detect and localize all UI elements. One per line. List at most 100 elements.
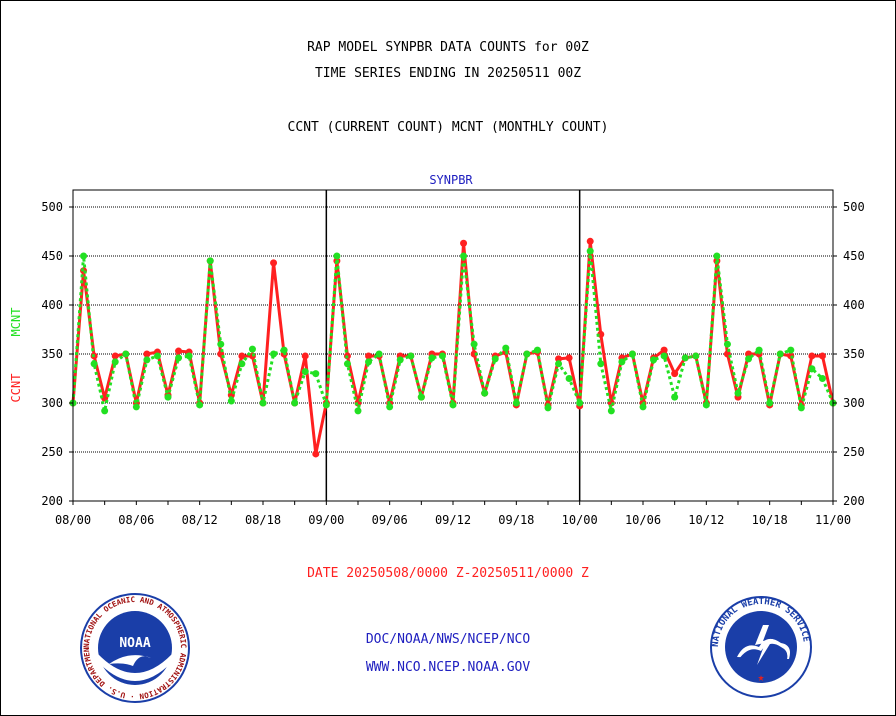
ccnt-point	[270, 259, 278, 267]
x-tick-label: 09/12	[435, 513, 471, 527]
mcnt-point	[196, 401, 204, 409]
mcnt-point	[523, 350, 531, 358]
mcnt-point	[586, 247, 594, 255]
mcnt-point	[375, 350, 383, 358]
y-tick-label-right: 300	[843, 396, 865, 410]
title-line-1: RAP MODEL SYNPBR DATA COUNTS for 00Z	[307, 40, 589, 55]
mcnt-point	[544, 404, 552, 412]
mcnt-point	[787, 346, 795, 354]
mcnt-point	[101, 407, 109, 415]
mcnt-point	[639, 403, 647, 411]
mcnt-point	[481, 389, 489, 397]
mcnt-point	[132, 403, 140, 411]
mcnt-point	[660, 352, 668, 360]
mcnt-point	[354, 407, 362, 415]
nws-logo: NATIONAL WEATHER SERVICE	[710, 596, 812, 698]
mcnt-point	[175, 354, 183, 362]
x-tick-label: 09/18	[498, 513, 534, 527]
ccnt-point	[808, 352, 816, 360]
mcnt-point	[248, 345, 256, 353]
y-tick-label-left: 400	[41, 298, 63, 312]
ccnt-point	[555, 355, 563, 363]
mcnt-point	[797, 404, 805, 412]
org-text: DOC/NOAA/NWS/NCEP/NCO	[365, 632, 531, 647]
x-tick-label: 11/00	[815, 513, 851, 527]
mcnt-point	[702, 401, 710, 409]
mcnt-point	[512, 399, 520, 407]
y-tick-label-left: 300	[41, 396, 63, 410]
ccnt-point	[470, 350, 478, 358]
ccnt-point	[365, 352, 373, 360]
x-tick-label: 09/00	[308, 513, 344, 527]
mcnt-point	[333, 252, 341, 260]
mcnt-point	[470, 340, 478, 348]
seagull-icon	[109, 655, 151, 666]
subtitle: CCNT (CURRENT COUNT) MCNT (MONTHLY COUNT…	[287, 120, 609, 135]
y-tick-label-right: 500	[843, 200, 865, 214]
mcnt-point	[153, 352, 161, 360]
y-tick-label-right: 200	[843, 494, 865, 508]
mcnt-point	[618, 358, 626, 366]
y-axis-label-ccnt: CCNT	[9, 374, 23, 403]
star-icon	[758, 675, 764, 681]
mcnt-point	[650, 356, 658, 364]
ccnt-point	[671, 370, 679, 378]
mcnt-point	[90, 360, 98, 368]
mcnt-point	[143, 356, 151, 364]
x-tick-label: 09/06	[372, 513, 408, 527]
mcnt-point	[671, 393, 679, 401]
mcnt-point	[597, 360, 605, 368]
plot-border	[72, 189, 834, 502]
mcnt-point	[407, 352, 415, 360]
x-tick-label: 10/18	[752, 513, 788, 527]
lightning-icon	[755, 625, 773, 665]
mcnt-point	[270, 350, 278, 358]
mcnt-point	[491, 355, 499, 363]
ccnt-point	[238, 352, 246, 360]
mcnt-point	[396, 356, 404, 364]
mcnt-point	[80, 252, 88, 260]
mcnt-point	[312, 370, 320, 378]
ccnt-point	[460, 239, 468, 247]
mcnt-point	[417, 393, 425, 401]
mcnt-point	[111, 358, 119, 366]
mcnt-point	[259, 399, 267, 407]
mcnt-point	[280, 346, 288, 354]
svg-text:NOAA: NOAA	[119, 636, 150, 651]
y-axis-label-mcnt: MCNT	[9, 308, 23, 337]
ccnt-point	[660, 346, 668, 354]
mcnt-point	[766, 399, 774, 407]
mcnt-point	[343, 360, 351, 368]
mcnt-point	[681, 354, 689, 362]
y-tick-label-left: 200	[41, 494, 63, 508]
mcnt-point	[238, 360, 246, 368]
ccnt-point	[111, 352, 119, 360]
y-tick-label-right: 400	[843, 298, 865, 312]
mcnt-point	[217, 340, 225, 348]
mcnt-point	[365, 358, 373, 366]
x-tick-label: 08/12	[182, 513, 218, 527]
mcnt-point	[322, 401, 330, 409]
mcnt-point	[428, 354, 436, 362]
mcnt-point	[291, 399, 299, 407]
mcnt-point	[776, 350, 784, 358]
mcnt-point	[122, 350, 130, 358]
mcnt-point	[576, 399, 584, 407]
ccnt-point	[301, 352, 309, 360]
x-tick-label: 10/06	[625, 513, 661, 527]
website-link[interactable]: WWW.NCO.NCEP.NOAA.GOV	[365, 660, 531, 675]
y-tick-label-right: 250	[843, 445, 865, 459]
mcnt-point	[818, 375, 826, 382]
mcnt-point	[755, 346, 763, 354]
date-range: DATE 20250508/0000 Z-20250511/0000 Z	[307, 566, 589, 581]
y-tick-label-right: 450	[843, 249, 865, 263]
x-tick-label: 10/12	[688, 513, 724, 527]
mcnt-point	[565, 375, 573, 382]
mcnt-point	[555, 360, 563, 368]
mcnt-point	[607, 407, 615, 415]
mcnt-point	[206, 257, 214, 265]
ccnt-point	[312, 450, 320, 458]
mcnt-point	[227, 397, 235, 405]
ccnt-point	[565, 354, 573, 362]
